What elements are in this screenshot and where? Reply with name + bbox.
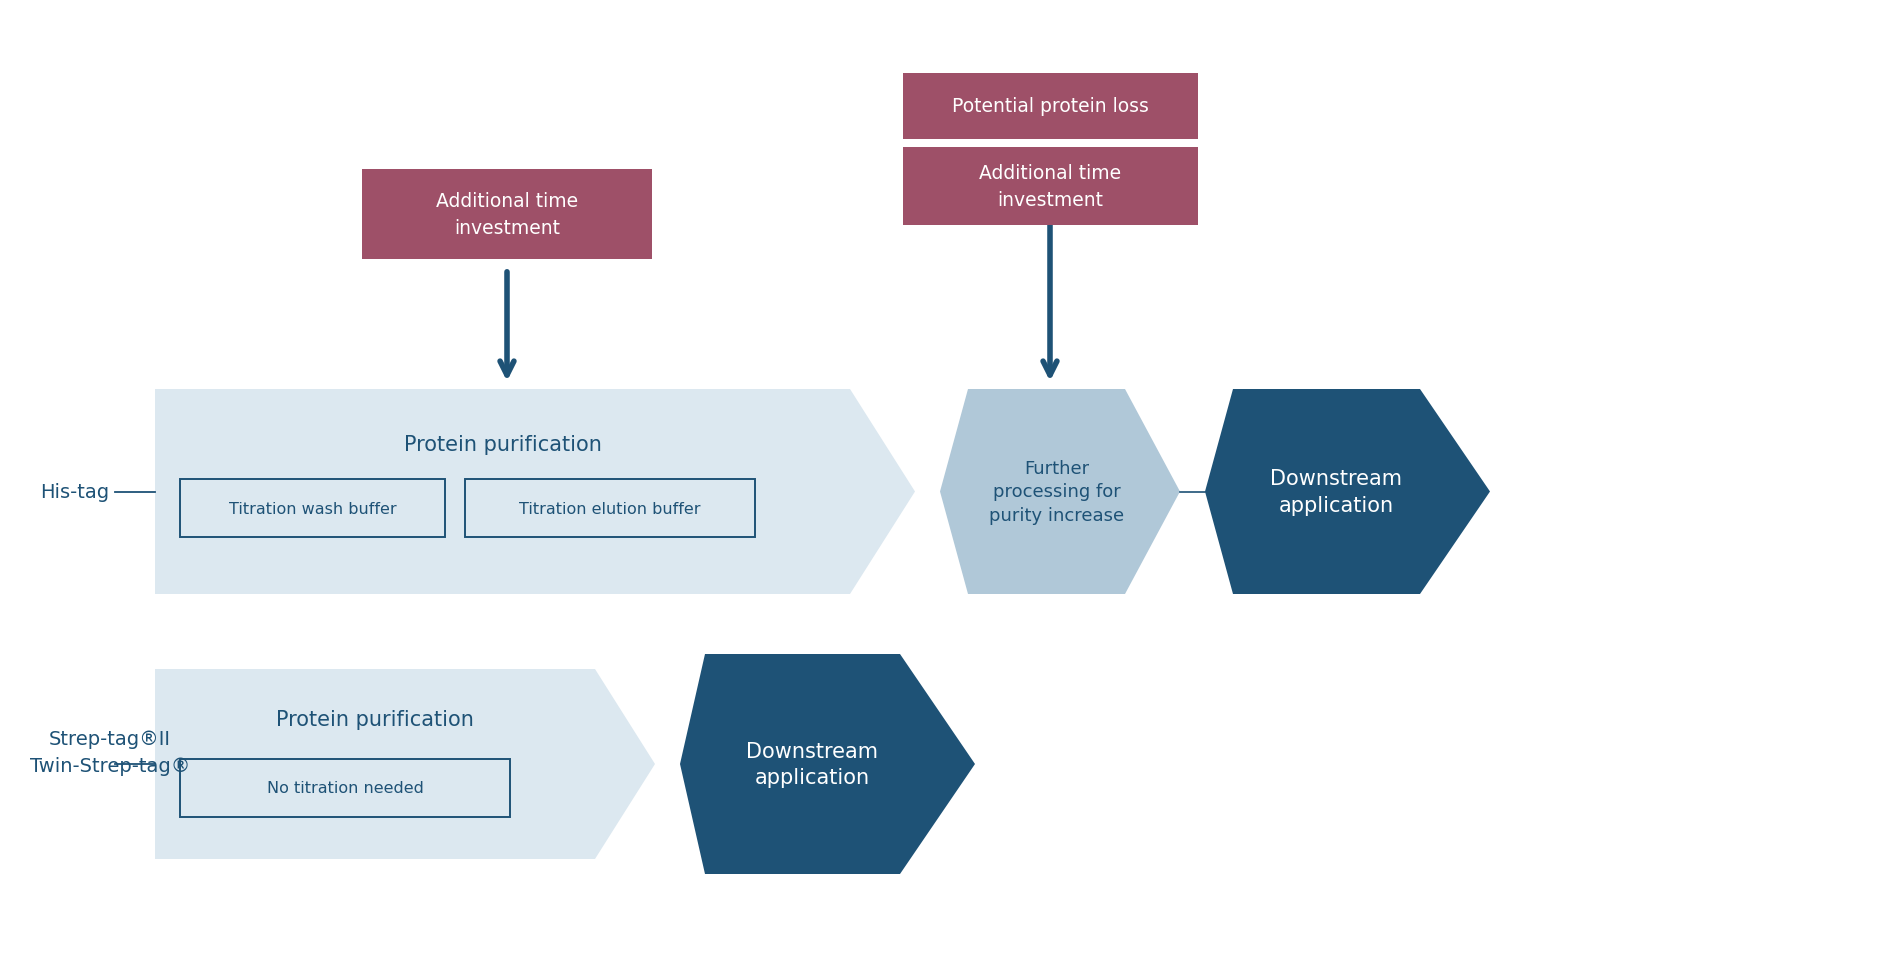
Text: Downstream
application: Downstream application [746, 741, 879, 787]
Polygon shape [940, 389, 1179, 595]
Polygon shape [1206, 389, 1489, 595]
FancyBboxPatch shape [361, 170, 652, 260]
Text: Protein purification: Protein purification [403, 434, 601, 455]
Text: Strep-tag®II
Twin-Strep-tag®: Strep-tag®II Twin-Strep-tag® [30, 730, 190, 775]
Polygon shape [681, 654, 976, 874]
Text: Downstream
application: Downstream application [1271, 468, 1402, 515]
Text: No titration needed: No titration needed [266, 780, 424, 796]
FancyBboxPatch shape [903, 74, 1198, 140]
Text: His-tag: His-tag [40, 482, 108, 502]
FancyBboxPatch shape [181, 479, 445, 538]
Polygon shape [154, 389, 915, 595]
FancyBboxPatch shape [903, 148, 1198, 226]
Text: Titration wash buffer: Titration wash buffer [228, 501, 396, 516]
Text: Further
processing for
purity increase: Further processing for purity increase [989, 460, 1124, 524]
Text: Potential protein loss: Potential protein loss [953, 98, 1149, 116]
Polygon shape [154, 669, 654, 859]
Text: Protein purification: Protein purification [276, 709, 474, 730]
Text: Titration elution buffer: Titration elution buffer [519, 501, 700, 516]
FancyBboxPatch shape [181, 759, 510, 818]
Text: Additional time
investment: Additional time investment [436, 192, 578, 238]
FancyBboxPatch shape [464, 479, 755, 538]
Text: Additional time
investment: Additional time investment [980, 164, 1122, 209]
